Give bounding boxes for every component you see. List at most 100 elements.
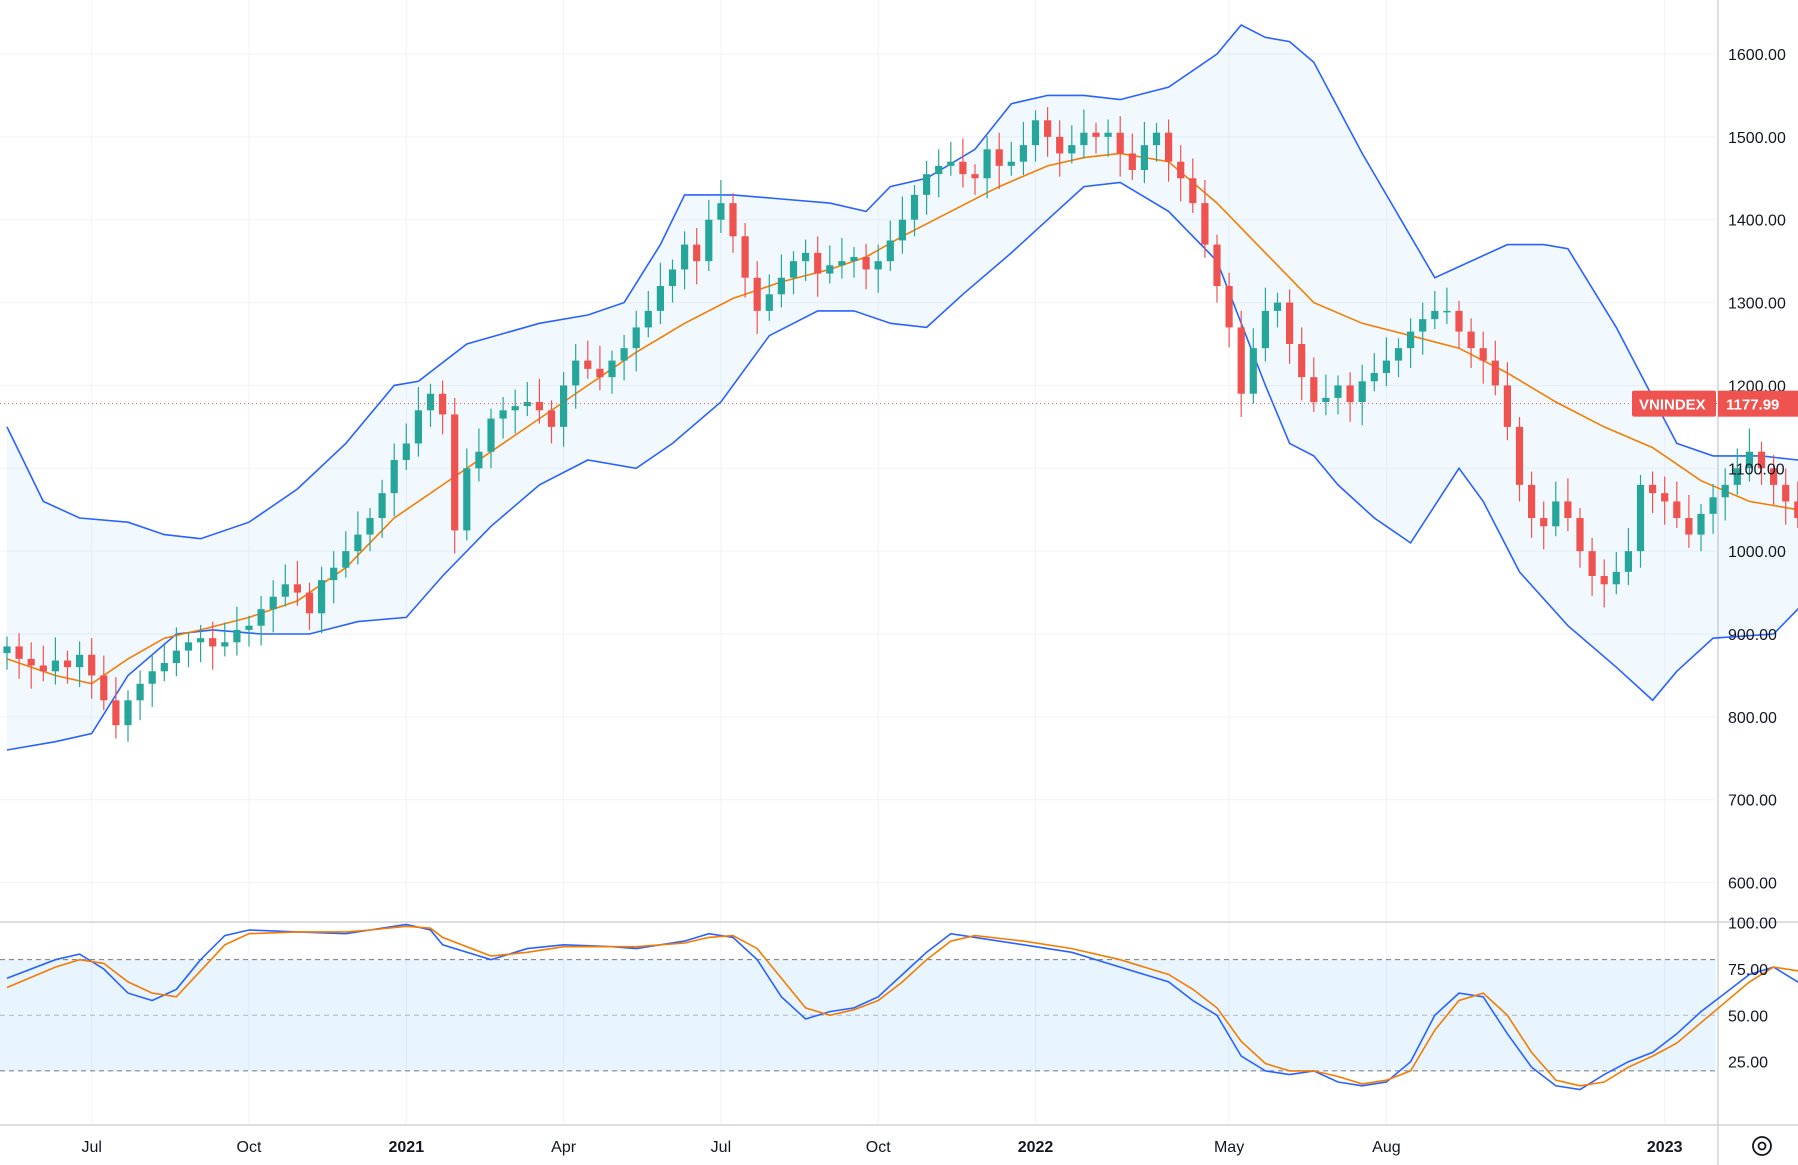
candle[interactable] [1104,132,1112,137]
candle[interactable] [1298,344,1306,378]
candle[interactable] [1225,286,1233,328]
candle[interactable] [1588,551,1596,577]
candle[interactable] [802,252,810,262]
candle[interactable] [560,385,568,427]
candle[interactable] [1503,385,1511,427]
candle[interactable] [1431,310,1439,320]
candle[interactable] [1116,132,1124,154]
candle[interactable] [15,646,23,659]
candle[interactable] [148,671,156,684]
candle[interactable] [257,609,265,626]
candle[interactable] [1080,132,1088,146]
candle[interactable] [354,534,362,552]
candle[interactable] [1782,484,1790,502]
candle[interactable] [1455,310,1463,332]
candles[interactable] [3,107,1798,742]
candle[interactable] [487,418,495,452]
candle[interactable] [1685,518,1693,535]
candle[interactable] [1322,397,1330,403]
candle[interactable] [995,149,1003,166]
candle[interactable] [898,219,906,241]
candle[interactable] [88,654,96,676]
candle[interactable] [112,700,120,726]
candle[interactable] [959,161,967,175]
candle[interactable] [1419,319,1427,332]
candle[interactable] [547,410,556,427]
candle[interactable] [1177,161,1185,179]
candle[interactable] [1600,576,1608,585]
candle[interactable] [789,261,798,278]
candle[interactable] [439,393,447,415]
candle[interactable] [1709,497,1717,514]
candle[interactable] [693,244,701,262]
candle[interactable] [1745,451,1753,469]
candle[interactable] [221,642,229,647]
candle[interactable] [1515,426,1524,485]
candle[interactable] [729,203,737,237]
candle[interactable] [1334,385,1342,398]
stochastic-pane[interactable] [0,923,1798,1091]
candle[interactable] [269,596,277,610]
candle[interactable] [1636,484,1645,552]
candle[interactable] [1407,331,1415,349]
settings-icon[interactable] [1752,1136,1772,1156]
candle[interactable] [1576,518,1584,552]
candle[interactable] [342,551,350,568]
candle[interactable] [1770,468,1778,485]
candle[interactable] [874,261,882,270]
candle[interactable] [209,638,217,647]
candle[interactable] [451,414,459,531]
candle[interactable] [741,236,749,278]
candle[interactable] [330,567,338,581]
candle[interactable] [51,660,59,672]
candle[interactable] [1673,501,1681,519]
candle[interactable] [1479,348,1487,361]
candle[interactable] [947,161,955,166]
candle[interactable] [1044,120,1052,137]
candle[interactable] [584,360,592,369]
candle[interactable] [1056,136,1064,154]
candle[interactable] [1697,513,1705,535]
candle[interactable] [281,584,289,597]
candle[interactable] [1261,310,1269,349]
candle[interactable] [1382,360,1390,374]
candle[interactable] [318,580,326,614]
candle[interactable] [1152,132,1161,146]
candle[interactable] [826,265,834,274]
candle[interactable] [160,663,168,672]
candle[interactable] [1467,331,1475,349]
candle[interactable] [971,174,979,179]
candle[interactable] [27,658,35,666]
candle[interactable] [632,327,640,349]
candle[interactable] [1249,348,1257,394]
candle[interactable] [197,638,205,643]
candle[interactable] [414,410,422,444]
candle[interactable] [681,244,689,270]
candle[interactable] [1757,451,1766,469]
candle[interactable] [535,402,543,411]
candle[interactable] [777,277,785,295]
candle[interactable] [1031,120,1040,146]
candle[interactable] [1612,571,1620,585]
candle[interactable] [1528,484,1536,519]
candle[interactable] [1007,161,1015,166]
candle[interactable] [1733,468,1741,485]
candle[interactable] [1189,178,1197,204]
candle[interactable] [935,165,943,175]
candle[interactable] [1286,302,1294,345]
candle[interactable] [63,660,72,668]
candle[interactable] [983,149,991,179]
candle[interactable] [245,625,253,630]
candle[interactable] [644,310,652,328]
candle[interactable] [1794,501,1798,519]
candle[interactable] [838,261,846,266]
candle[interactable] [475,451,483,469]
candle[interactable] [850,257,858,262]
candle[interactable] [1201,203,1209,245]
candle[interactable] [814,252,822,274]
candle[interactable] [1310,377,1318,403]
candle[interactable] [572,360,580,386]
candle[interactable] [136,683,144,701]
candle[interactable] [753,277,761,311]
